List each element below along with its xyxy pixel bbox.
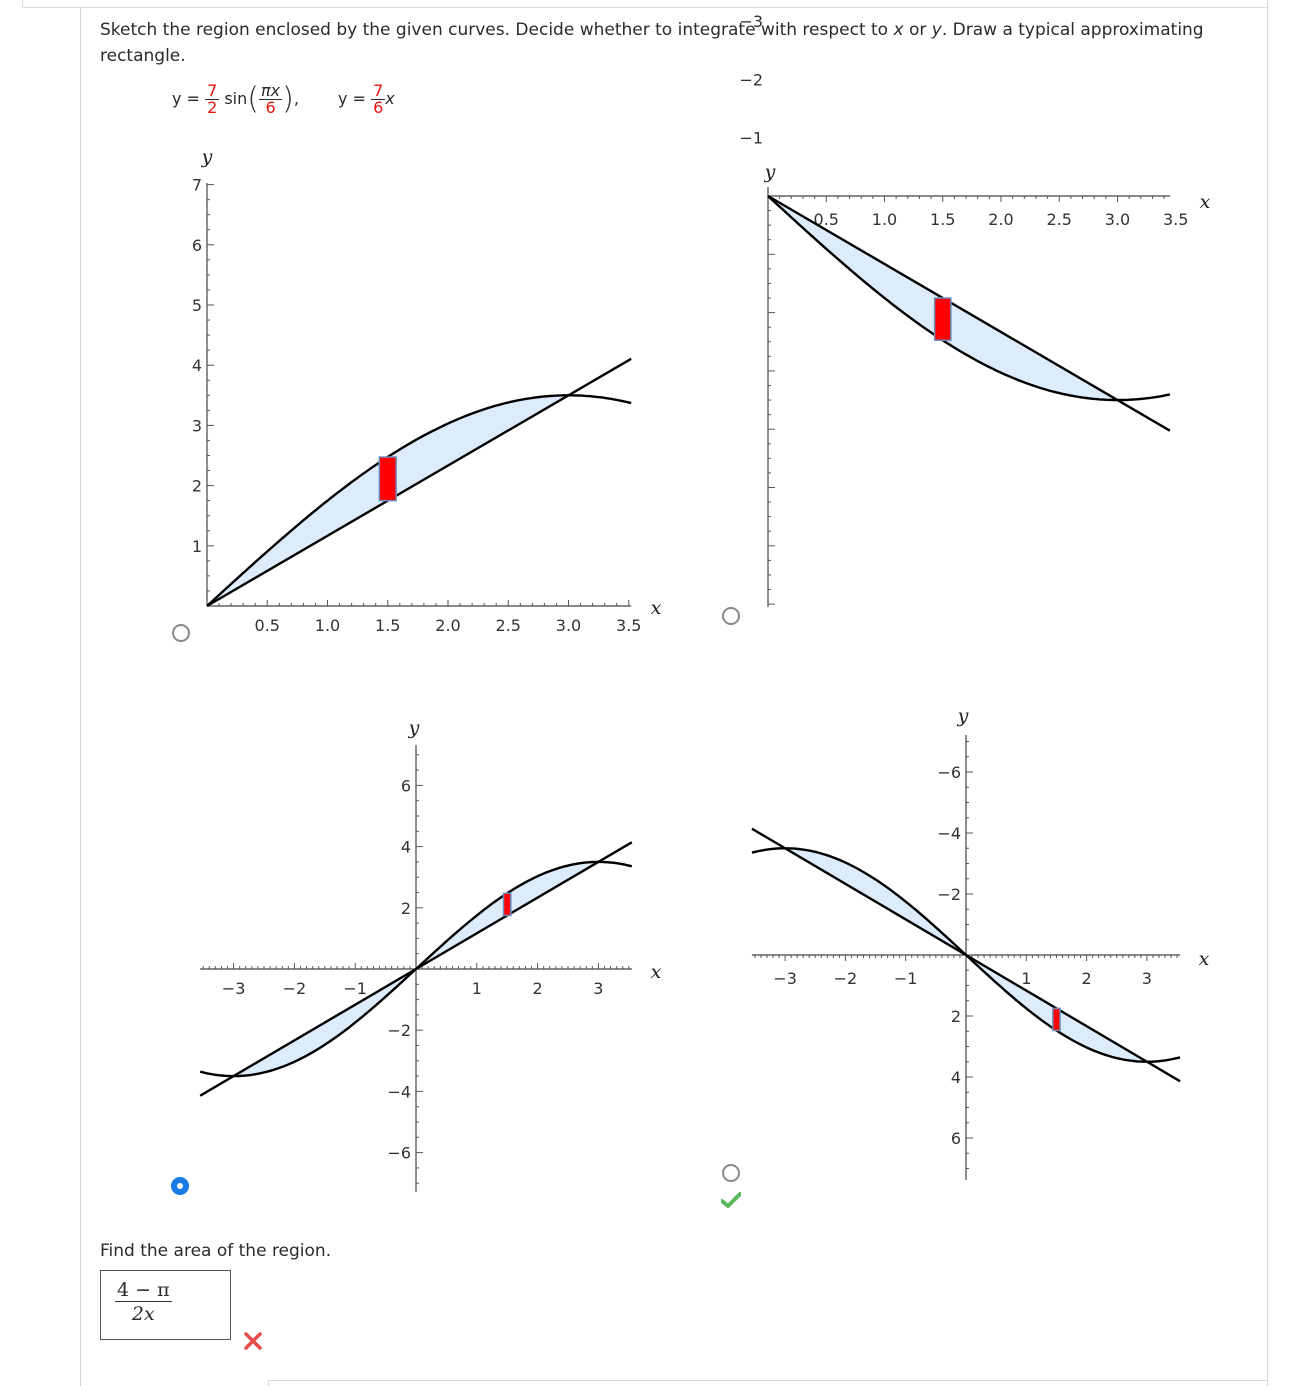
graph1-y-tick-label: 3: [192, 416, 202, 435]
graph3-y-tick-label: 4: [401, 838, 411, 857]
graph3-y-tick-label: −2: [387, 1021, 411, 1040]
graph2-x-tick-label: 0.5: [814, 210, 839, 229]
graph1-y-tick-label: 6: [192, 236, 202, 255]
eq1-coef-num: 7: [205, 81, 220, 100]
graph1-x-axis-label: x: [651, 597, 662, 619]
graph2-approx-rectangle: [933, 297, 952, 342]
graph4-x-tick-label: −2: [834, 969, 858, 988]
graph4-y-tick-label: −4: [937, 824, 961, 843]
eq1-separator: ,: [293, 89, 299, 108]
graph4-x-tick-label: −1: [894, 969, 918, 988]
graph1-x-tick-label: 3.0: [556, 616, 581, 635]
graph4-x-tick-label: −3: [773, 969, 797, 988]
graph2-x-tick-label: 2.5: [1047, 210, 1072, 229]
graph4-y-tick-label: 6: [951, 1129, 961, 1148]
graph4-x-tick-label: 3: [1142, 969, 1152, 988]
graph4-y-axis-label: y: [957, 705, 969, 727]
graph2-line-curve: [767, 194, 1171, 432]
top-frame: [22, 0, 1268, 8]
graph1-x-tick-label: 1.0: [315, 616, 340, 635]
graph3-x-tick-label: −1: [343, 979, 367, 998]
question-text: Sketch the region enclosed by the given …: [100, 20, 1204, 66]
eq1-lhs: y =: [172, 89, 200, 108]
graph1-y-tick-label: 4: [192, 356, 202, 375]
graph1-sine-curve: [206, 394, 632, 607]
graph4-y-tick-label: 2: [951, 1007, 961, 1026]
eq1-coef-den: 2: [207, 98, 218, 117]
graph2-x-tick-label: 1.0: [872, 210, 897, 229]
graph1-line-curve: [206, 357, 632, 608]
area-prompt: Find the area of the region.: [100, 1241, 332, 1261]
graph1-x-tick-label: 0.5: [255, 616, 280, 635]
eq1-argument: πx 6: [258, 81, 283, 117]
eq2-coef-den: 6: [373, 98, 384, 117]
graph3-line-curve: [199, 841, 633, 1097]
graph2-sine-curve: [767, 195, 1171, 402]
graph1-y-axis-label: y: [201, 146, 213, 168]
graph1-y-tick-label: 5: [192, 296, 202, 315]
graph3-x-tick-label: −3: [222, 979, 246, 998]
graph4-line-curve: [751, 827, 1181, 1083]
eq1-coefficient: 7 2: [205, 81, 220, 117]
graph2-y-tick-label: −3: [739, 12, 763, 31]
question-card: [80, 8, 1268, 1386]
graph3-x-tick-label: 1: [472, 979, 482, 998]
eq2-coefficient: 7 6: [371, 81, 386, 117]
graph4-y-tick-label: −6: [937, 763, 961, 782]
graph1-y-tick-label: 1: [192, 537, 202, 556]
graph4-x-tick-label: 2: [1082, 969, 1092, 988]
graph3-y-tick-label: 6: [401, 776, 411, 795]
answer-fraction: 4 − π 2x: [115, 1279, 172, 1326]
radio-option-3[interactable]: [171, 1177, 189, 1195]
eq2-lhs: y =: [338, 89, 366, 108]
answer-denominator: 2x: [131, 1303, 155, 1325]
eq2-coef-num: 7: [371, 81, 386, 100]
area-answer-input[interactable]: 4 − π 2x: [100, 1270, 231, 1340]
graph3-y-tick-label: −6: [387, 1144, 411, 1163]
graph1-y-tick-label: 2: [192, 477, 202, 496]
graph4-x-tick-label: 1: [1021, 969, 1031, 988]
graph3-x-tick-label: 3: [593, 979, 603, 998]
correct-check-icon: [721, 1192, 741, 1208]
radio-option-1[interactable]: [172, 624, 190, 642]
next-card-edge: [268, 1380, 1268, 1386]
graph2-x-axis-label: x: [1200, 191, 1211, 213]
radio-option-2[interactable]: [722, 607, 740, 625]
graph1-x-tick-label: 2.0: [435, 616, 460, 635]
graph2-x-tick-label: 2.0: [988, 210, 1013, 229]
eq1-function: sin: [224, 89, 248, 108]
graph3-x-tick-label: −2: [283, 979, 307, 998]
graph4-approx-rectangle: [1052, 1007, 1061, 1032]
graph4-y-tick-label: 4: [951, 1068, 961, 1087]
graph3-y-tick-label: −4: [387, 1082, 411, 1101]
graph1-y-tick-label: 7: [192, 176, 202, 195]
eq1-arg-den: 6: [265, 98, 276, 117]
graph2-x-tick-label: 3.5: [1163, 210, 1188, 229]
radio-option-4[interactable]: [722, 1164, 740, 1182]
graph1-approx-rectangle: [378, 456, 397, 502]
graph3-x-tick-label: 2: [533, 979, 543, 998]
graph1-x-tick-label: 3.5: [616, 616, 641, 635]
equation-1: y = 7 2 sin( πx 6 ),: [172, 81, 299, 117]
eq1-arg-num: πx: [258, 81, 283, 100]
graph2-y-tick-label: −2: [739, 70, 763, 89]
graph4-y-tick-label: −2: [937, 885, 961, 904]
graph3-approx-rectangle: [502, 892, 512, 917]
graph2-y-axis-label: y: [764, 161, 776, 183]
graph2-y-tick-label: −1: [739, 129, 763, 148]
graph3-x-axis-label: x: [651, 961, 662, 983]
answer-numerator: 4 − π: [115, 1279, 172, 1302]
eq2-variable: x: [385, 89, 395, 108]
incorrect-x-icon: [244, 1332, 262, 1350]
graph2-x-tick-label: 3.0: [1105, 210, 1130, 229]
graph1-x-tick-label: 2.5: [496, 616, 521, 635]
graph2-x-tick-label: 1.5: [930, 210, 955, 229]
graph3-y-tick-label: 2: [401, 899, 411, 918]
equation-2: y = 7 6 x: [338, 83, 395, 116]
graph3-y-axis-label: y: [408, 717, 420, 739]
graph1-x-tick-label: 1.5: [375, 616, 400, 635]
graph4-x-axis-label: x: [1199, 948, 1210, 970]
